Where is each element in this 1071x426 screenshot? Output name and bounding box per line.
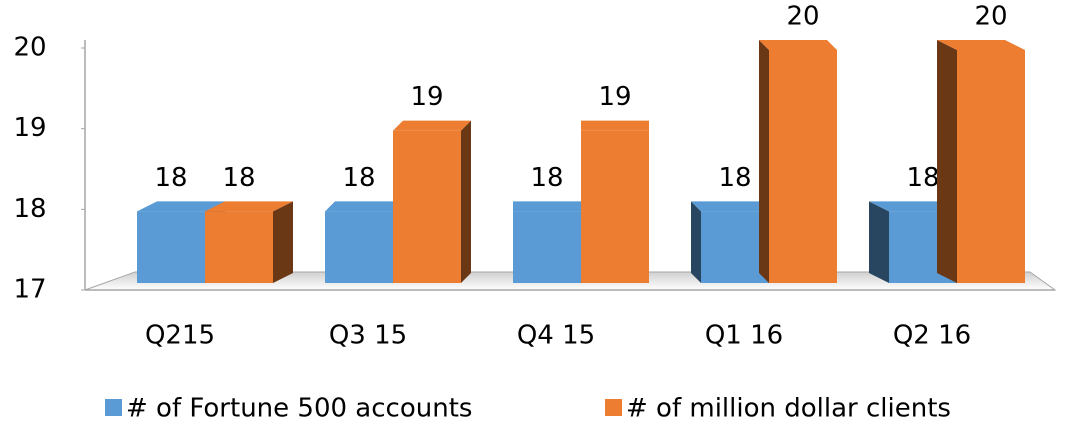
bar-front (581, 130, 649, 283)
x-tick-label: Q215 (145, 321, 215, 351)
bar (581, 120, 649, 283)
legend-label: # of million dollar clients (626, 394, 951, 424)
data-label: 20 (786, 2, 819, 32)
data-label: 18 (530, 163, 563, 193)
bar-front (393, 130, 461, 283)
bar-front (957, 50, 1025, 283)
data-label: 20 (974, 2, 1007, 32)
data-label: 19 (598, 82, 631, 112)
bar-front (513, 211, 581, 283)
legend-swatch (605, 399, 622, 416)
bar-top (513, 201, 581, 212)
bar-top (205, 201, 293, 212)
data-label: 18 (342, 163, 375, 193)
y-tick-label: 17 (13, 275, 46, 305)
bar (205, 201, 293, 283)
x-tick-label: Q4 15 (517, 321, 595, 351)
bar-top (759, 40, 837, 50)
bar-front (325, 211, 393, 283)
bar-front (205, 211, 273, 283)
bar-side (691, 201, 701, 283)
x-tick-label: Q1 16 (705, 321, 783, 351)
bar (513, 201, 581, 283)
data-label: 18 (222, 163, 255, 193)
bar-top (869, 201, 957, 212)
bar-front (137, 211, 205, 283)
data-label: 18 (718, 163, 751, 193)
bar-front (701, 211, 769, 283)
bar-top (393, 120, 471, 131)
bar-front (769, 50, 837, 283)
data-label: 19 (410, 82, 443, 112)
bar (325, 201, 403, 283)
bar (759, 40, 837, 283)
bar (937, 40, 1025, 283)
bar-side (869, 201, 889, 283)
data-label: 18 (154, 163, 187, 193)
bar-top (691, 201, 769, 212)
y-tick-label: 20 (13, 33, 46, 63)
x-tick-label: Q2 16 (893, 321, 971, 351)
x-tick-label: Q3 15 (329, 321, 407, 351)
bar-side (461, 120, 471, 284)
bar (393, 120, 471, 284)
bar-top (325, 201, 403, 212)
y-tick-label: 18 (13, 194, 46, 224)
legend-swatch (105, 399, 122, 416)
bar-side (759, 40, 769, 283)
bar-side (273, 201, 293, 283)
bar (691, 201, 769, 283)
legend-label: # of Fortune 500 accounts (126, 394, 472, 424)
data-label: 18 (906, 163, 939, 193)
bar-top (937, 40, 1025, 50)
bar-top (581, 120, 649, 131)
bar-side (937, 40, 957, 283)
y-tick-label: 19 (13, 113, 46, 143)
bar-top (137, 201, 225, 212)
